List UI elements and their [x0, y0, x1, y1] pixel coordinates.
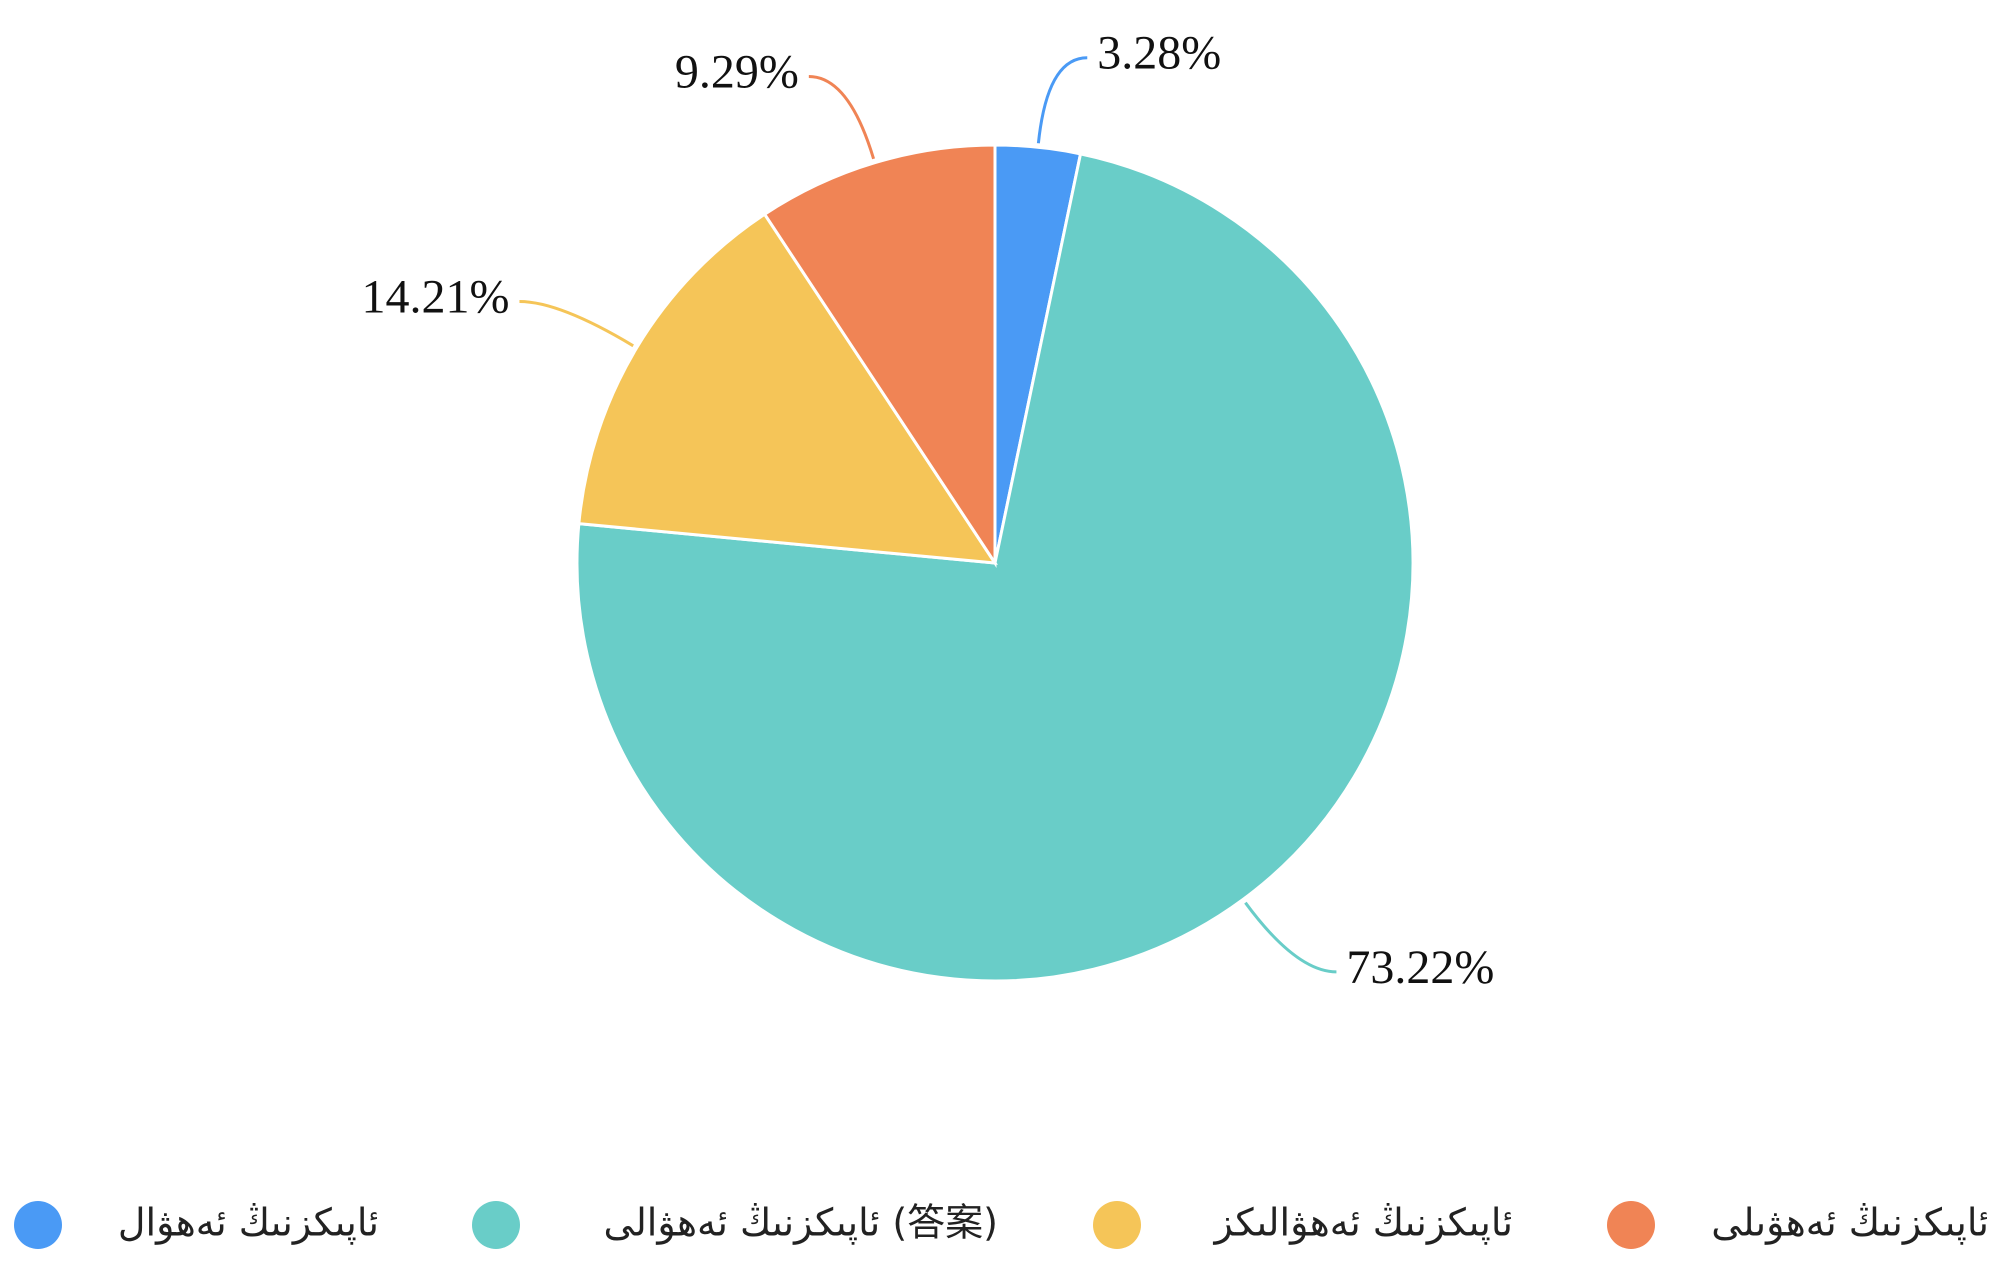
leader-line	[1036, 56, 1088, 144]
data-label: 9.29%	[675, 45, 799, 98]
pie-slice	[762, 143, 997, 568]
legend-marker	[14, 1201, 62, 1249]
legend-marker	[472, 1201, 520, 1249]
data-label: 3.28%	[1097, 27, 1221, 80]
leader-line	[519, 300, 634, 348]
legend-label: ئاپىكزنىڭ ئەھۋالى (答案)	[604, 1201, 998, 1246]
legend-marker	[1607, 1201, 1655, 1249]
leader-line	[1244, 901, 1337, 974]
data-label: 73.22%	[1346, 941, 1494, 994]
legend-label: ئاپىكزنىڭ ئەھۋال	[118, 1201, 379, 1246]
data-label: 14.21%	[361, 271, 509, 324]
legend-label: ئاپىكزنىڭ ئەھۋالىكز	[1213, 1201, 1513, 1246]
legend-label: ئاپىكزنىڭ ئەھۋىلى	[1711, 1201, 1989, 1246]
pie-slice	[577, 212, 998, 565]
leader-line	[808, 74, 876, 160]
pie-slice	[575, 152, 1415, 983]
legend-marker	[1093, 1201, 1141, 1249]
